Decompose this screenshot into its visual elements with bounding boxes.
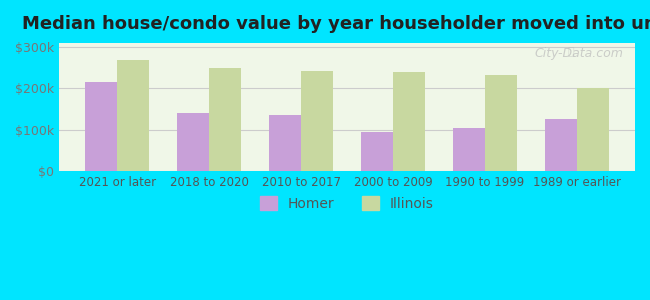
Bar — [117, 60, 150, 171]
Bar — [485, 75, 517, 171]
Title: Median house/condo value by year householder moved into unit: Median house/condo value by year househo… — [22, 15, 650, 33]
Bar — [301, 71, 333, 171]
Bar — [177, 113, 209, 171]
Bar — [577, 88, 609, 171]
Bar — [85, 82, 117, 171]
Bar — [393, 72, 425, 171]
Bar — [361, 132, 393, 171]
Text: City-Data.com: City-Data.com — [534, 47, 623, 60]
Bar — [209, 68, 241, 171]
Text: 🔍: 🔍 — [568, 47, 575, 57]
Bar — [452, 128, 485, 171]
Bar — [545, 119, 577, 171]
Bar — [269, 115, 301, 171]
Legend: Homer, Illinois: Homer, Illinois — [253, 189, 441, 218]
